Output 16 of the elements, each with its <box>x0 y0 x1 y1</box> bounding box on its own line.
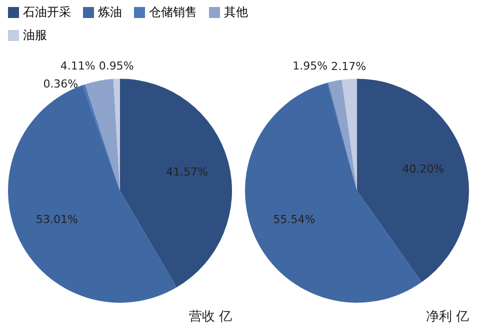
data-label: 1.95% <box>292 60 328 73</box>
legend-label: 其他 <box>223 4 248 21</box>
data-label: 55.54% <box>273 213 316 226</box>
legend-label: 油服 <box>22 27 47 44</box>
data-label: 0.95% <box>98 60 134 73</box>
data-label: 0.36% <box>43 78 78 91</box>
data-label: 40.20% <box>402 162 444 176</box>
slice-label: 营收 亿 <box>188 310 232 325</box>
data-label: 41.57% <box>166 165 208 178</box>
legend-label: 炼油 <box>97 4 122 21</box>
legend-label: 石油开采 <box>22 4 71 21</box>
data-label: 4.11% <box>60 60 96 73</box>
slice-label: 净利 亿 <box>426 310 469 325</box>
legend-label: 仓储销售 <box>148 4 197 21</box>
data-label: 53.01% <box>36 212 78 226</box>
data-label: 2.17% <box>331 60 366 73</box>
